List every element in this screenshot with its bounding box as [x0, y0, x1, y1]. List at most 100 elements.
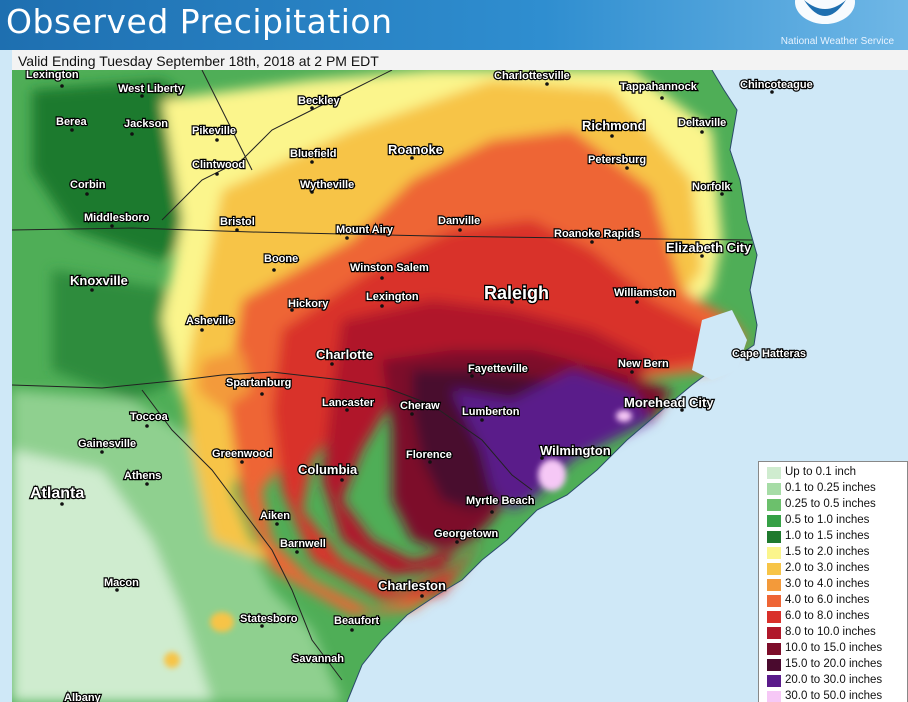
valid-time-bar: Valid Ending Tuesday September 18th, 201… — [12, 50, 908, 71]
legend-swatch — [767, 499, 781, 511]
city-label: Morehead City — [624, 395, 714, 410]
city-label: Savannah — [292, 653, 344, 665]
legend-swatch — [767, 659, 781, 671]
legend-swatch — [767, 483, 781, 495]
city-label: Toccoa — [130, 411, 169, 423]
legend-label: 0.1 to 0.25 inches — [785, 482, 876, 494]
legend-label: 8.0 to 10.0 inches — [785, 626, 876, 638]
legend-label: 1.0 to 1.5 inches — [785, 530, 870, 542]
city-label: Cape Hatteras — [732, 348, 806, 360]
city-label: Lexington — [366, 291, 419, 303]
city-label: Atlanta — [30, 485, 84, 502]
legend-label: 4.0 to 6.0 inches — [785, 594, 870, 606]
legend-swatch — [767, 467, 781, 479]
city-label: Corbin — [70, 179, 106, 191]
city-label: Williamston — [614, 287, 676, 299]
city-label: Aiken — [260, 510, 290, 522]
city-label: Myrtle Beach — [466, 495, 535, 507]
legend-label: 6.0 to 8.0 inches — [785, 610, 870, 622]
pamlico-sound — [692, 310, 747, 380]
city-label: Deltaville — [678, 117, 726, 129]
city-label: Lancaster — [322, 397, 375, 409]
city-label: Albany — [64, 692, 102, 702]
city-label: Greenwood — [212, 448, 273, 460]
city-label: Roanoke Rapids — [554, 228, 640, 240]
legend-swatch — [767, 691, 781, 702]
city-label: Petersburg — [588, 154, 646, 166]
legend-label: 30.0 to 50.0 inches — [785, 690, 883, 702]
city-label: Bristol — [220, 216, 255, 228]
legend-item: 1.5 to 2.0 inches — [767, 546, 905, 562]
header-bar: Observed Precipitation National Weather … — [0, 0, 908, 50]
precipitation-legend: Up to 0.1 inch 0.1 to 0.25 inches 0.25 to … — [758, 461, 908, 702]
legend-label: 0.5 to 1.0 inches — [785, 514, 870, 526]
city-label: Barnwell — [280, 538, 326, 550]
city-label: Middlesboro — [84, 212, 150, 224]
legend-swatch — [767, 563, 781, 575]
legend-item: 10.0 to 15.0 inches — [767, 642, 905, 658]
city-label: Georgetown — [434, 528, 498, 540]
nws-logo-icon — [795, 0, 855, 24]
city-label: Gainesville — [78, 438, 136, 450]
page-title: Observed Precipitation — [6, 2, 393, 41]
city-label: Lexington — [26, 70, 79, 81]
city-label: Clintwood — [192, 159, 245, 171]
agency-name: National Weather Service — [780, 36, 894, 47]
city-label: Lumberton — [462, 406, 520, 418]
legend-label: 10.0 to 15.0 inches — [785, 642, 883, 654]
legend-item: 4.0 to 6.0 inches — [767, 594, 905, 610]
legend-label: 2.0 to 3.0 inches — [785, 562, 870, 574]
outer-banks — [346, 70, 758, 702]
legend-swatch — [767, 611, 781, 623]
city-label: Charlottesville — [494, 70, 570, 82]
city-label: Norfolk — [692, 181, 731, 193]
valid-time-text: Valid Ending Tuesday September 18th, 201… — [18, 53, 379, 69]
legend-swatch — [767, 675, 781, 687]
city-label: Florence — [406, 449, 452, 461]
city-labels: Lexington West Liberty Beckley Charlotte… — [25, 70, 814, 702]
city-label: Cheraw — [400, 400, 440, 412]
legend-label: Up to 0.1 inch — [785, 466, 856, 478]
legend-swatch — [767, 547, 781, 559]
legend-item: 0.5 to 1.0 inches — [767, 514, 905, 530]
city-label: Beaufort — [334, 615, 380, 627]
city-label: New Bern — [618, 358, 669, 370]
city-label: Berea — [56, 116, 87, 128]
legend-swatch — [767, 515, 781, 527]
state-borders — [12, 70, 753, 681]
legend-item: 0.1 to 0.25 inches — [767, 482, 905, 498]
legend-swatch — [767, 643, 781, 655]
city-label: Charleston — [378, 578, 446, 593]
city-label: Wilmington — [540, 443, 611, 458]
city-label: Boone — [264, 253, 298, 265]
city-label: Asheville — [186, 315, 234, 327]
city-label: Charlotte — [316, 347, 373, 362]
city-label: Columbia — [298, 462, 358, 477]
legend-item: 3.0 to 4.0 inches — [767, 578, 905, 594]
legend-item: 20.0 to 30.0 inches — [767, 674, 905, 690]
legend-item: 1.0 to 1.5 inches — [767, 530, 905, 546]
city-label: Hickory — [288, 298, 329, 310]
city-label: Bluefield — [290, 148, 336, 160]
city-label: Macon — [104, 577, 139, 589]
city-label: Raleigh — [484, 283, 549, 303]
city-label: Wytheville — [300, 179, 354, 191]
city-label: Fayetteville — [468, 363, 528, 375]
city-label: West Liberty — [118, 83, 185, 95]
city-label: Elizabeth City — [666, 240, 752, 255]
city-label: Spartanburg — [226, 377, 291, 389]
legend-swatch — [767, 531, 781, 543]
legend-item: 0.25 to 0.5 inches — [767, 498, 905, 514]
city-label: Chincoteague — [740, 79, 813, 91]
city-label: Statesboro — [240, 613, 298, 625]
legend-item: 30.0 to 50.0 inches — [767, 690, 905, 702]
legend-item: Up to 0.1 inch — [767, 466, 905, 482]
city-label: Athens — [124, 470, 161, 482]
legend-item: 6.0 to 8.0 inches — [767, 610, 905, 626]
city-label: Danville — [438, 215, 480, 227]
city-label: Beckley — [298, 95, 340, 107]
legend-label: 0.25 to 0.5 inches — [785, 498, 876, 510]
city-label: Roanoke — [388, 142, 443, 157]
legend-swatch — [767, 627, 781, 639]
legend-swatch — [767, 595, 781, 607]
